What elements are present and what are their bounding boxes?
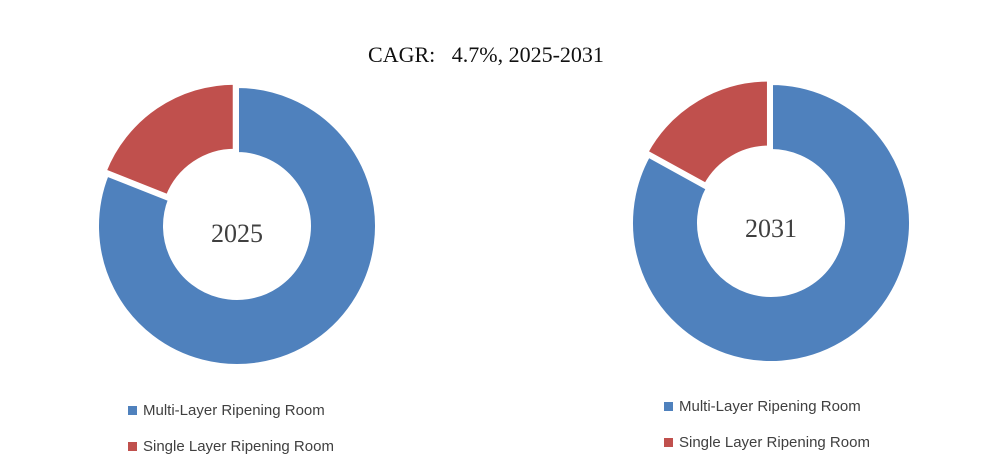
legend-label-multi-layer: Multi-Layer Ripening Room — [679, 397, 861, 415]
center-label-2031: 2031 — [745, 214, 797, 243]
legend-item-single-layer: Single Layer Ripening Room — [128, 428, 334, 464]
legend-label-multi-layer: Multi-Layer Ripening Room — [143, 401, 325, 419]
donut-chart-2031: 2031 — [629, 77, 913, 365]
slice-multi-layer-2025 — [95, 83, 379, 368]
legend-label-single-layer: Single Layer Ripening Room — [143, 437, 334, 455]
legend-label-single-layer: Single Layer Ripening Room — [679, 433, 870, 451]
legend-swatch-multi-layer — [664, 401, 673, 411]
legend-item-single-layer: Single Layer Ripening Room — [664, 424, 870, 460]
legend-2031: Multi-Layer Ripening Room Single Layer R… — [664, 388, 870, 460]
center-label-2025: 2025 — [211, 219, 263, 248]
legend-item-multi-layer: Multi-Layer Ripening Room — [664, 388, 870, 424]
slice-single-layer-2025 — [101, 80, 237, 199]
slice-single-layer-2031 — [643, 77, 771, 188]
chart-title: CAGR: 4.7%, 2025-2031 — [368, 42, 604, 67]
slice-multi-layer-2031 — [629, 80, 913, 365]
legend-2025: Multi-Layer Ripening Room Single Layer R… — [128, 392, 334, 464]
donut-chart-2025: 2025 — [95, 80, 379, 368]
legend-swatch-single-layer — [664, 437, 673, 447]
legend-swatch-single-layer — [128, 441, 137, 451]
legend-item-multi-layer: Multi-Layer Ripening Room — [128, 392, 334, 428]
legend-swatch-multi-layer — [128, 405, 137, 415]
